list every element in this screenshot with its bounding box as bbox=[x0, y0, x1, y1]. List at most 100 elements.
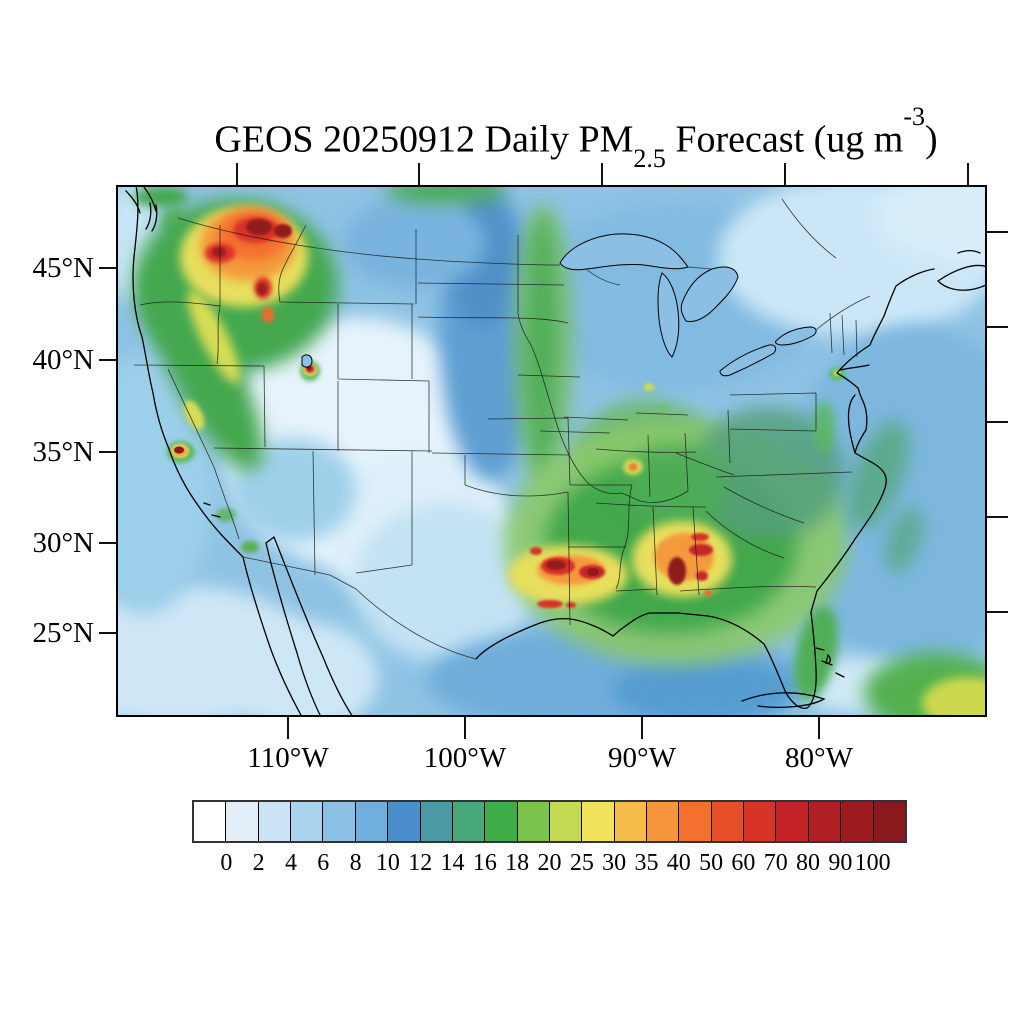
nw-band-yellow bbox=[187, 290, 241, 384]
right-tick bbox=[987, 516, 1008, 518]
texas-red-3 bbox=[530, 547, 542, 555]
figure-title: GEOS 20250912 Daily PM2.5 Forecast (ug m… bbox=[96, 102, 1024, 176]
california-darkred bbox=[174, 446, 184, 454]
chesapeake-green bbox=[814, 401, 834, 453]
colorbar-cell bbox=[291, 802, 324, 841]
lon-tick-label: 100°W bbox=[423, 742, 507, 774]
colorbar-level-label: 2 bbox=[252, 850, 265, 876]
colorbar-cell bbox=[582, 802, 615, 841]
wa-border-green bbox=[133, 187, 189, 207]
colorbar-level-label: 100 bbox=[854, 850, 891, 876]
nw-smoke-darkred-1 bbox=[246, 219, 272, 235]
colorbar-level-label: 35 bbox=[634, 850, 659, 876]
title-subscript: 2.5 bbox=[633, 144, 666, 174]
colorbar-cell bbox=[485, 802, 518, 841]
right-tick bbox=[987, 611, 1008, 613]
ms-al-darkred bbox=[668, 557, 686, 585]
canada-ne-pale bbox=[876, 185, 987, 263]
right-tick bbox=[987, 421, 1008, 423]
ms-al-red-1 bbox=[689, 544, 713, 556]
gulf-deep-blue bbox=[612, 658, 796, 717]
colorbar-level-label: 8 bbox=[349, 850, 362, 876]
imperial-valley-green bbox=[241, 541, 259, 553]
lat-tick bbox=[99, 632, 116, 634]
colorbar-cell bbox=[744, 802, 777, 841]
colorbar-level-label: 70 bbox=[763, 850, 788, 876]
nw-smoke-darkred-3 bbox=[212, 247, 226, 257]
ms-al-red-2 bbox=[696, 571, 708, 581]
right-tick bbox=[987, 326, 1008, 328]
lat-tick bbox=[99, 267, 116, 269]
lat-tick bbox=[99, 359, 116, 361]
nw-band-yellow-2 bbox=[183, 400, 205, 430]
atlantic-green-2 bbox=[885, 507, 923, 573]
colorbar-level-label: 30 bbox=[602, 850, 627, 876]
colorbar-cell bbox=[549, 802, 583, 841]
ohio-valley-green bbox=[624, 443, 728, 527]
forecast-map bbox=[116, 185, 987, 717]
colorbar-cell bbox=[388, 802, 421, 841]
lon-tick-label: 110°W bbox=[247, 742, 329, 774]
lat-tick bbox=[99, 451, 116, 453]
socal-blue bbox=[232, 438, 356, 542]
colorbar-cell bbox=[776, 802, 809, 841]
texas-la-red-dot bbox=[566, 602, 576, 608]
texas-light bbox=[354, 503, 538, 663]
ms-al-red-top bbox=[691, 533, 709, 541]
colorbar-level-label: 80 bbox=[796, 850, 821, 876]
lon-tick-label: 90°W bbox=[608, 742, 676, 774]
map-frame bbox=[116, 185, 987, 717]
lat-tick-label: 35°N bbox=[32, 436, 94, 468]
colorbar-cell bbox=[647, 802, 680, 841]
florida-green bbox=[794, 605, 838, 701]
colorbar-cell bbox=[355, 802, 389, 841]
colorbar-cell bbox=[517, 802, 550, 841]
chicago-green-dot bbox=[657, 404, 665, 410]
geography bbox=[125, 185, 987, 717]
colorbar-level-label: 0 bbox=[220, 850, 233, 876]
texas-la-red-bar bbox=[537, 600, 563, 608]
lon-tick bbox=[287, 717, 289, 739]
nw-smoke-band-green bbox=[145, 269, 263, 471]
lat-tick-label: 45°N bbox=[32, 252, 94, 284]
colorbar-level-label: 90 bbox=[828, 850, 853, 876]
title-superscript: -3 bbox=[903, 102, 926, 131]
colorbar-cell bbox=[452, 802, 486, 841]
illinois-orange bbox=[628, 463, 638, 471]
colorbar-level-label: 40 bbox=[666, 850, 691, 876]
texas-la-darkred-1 bbox=[546, 560, 566, 570]
lat-tick-label: 40°N bbox=[32, 344, 94, 376]
montana-east-blue bbox=[342, 197, 486, 289]
colorbar-cell bbox=[808, 802, 842, 841]
nw-smoke-orange-s bbox=[262, 307, 274, 323]
colorbar-level-label: 50 bbox=[699, 850, 724, 876]
lat-tick-label: 30°N bbox=[32, 527, 94, 559]
colorbar-level-label: 25 bbox=[569, 850, 594, 876]
state-borders bbox=[133, 198, 871, 660]
colorbar-level-label: 18 bbox=[505, 850, 530, 876]
lon-tick bbox=[464, 717, 466, 739]
colorbar-level-label: 10 bbox=[375, 850, 400, 876]
colorbar-cell bbox=[614, 802, 648, 841]
ms-al-orange-dot bbox=[704, 590, 712, 596]
colorbar-level-label: 4 bbox=[284, 850, 297, 876]
plains-green-band bbox=[527, 213, 557, 477]
title-middle: Forecast (ug m bbox=[665, 118, 904, 161]
colorbar-cell bbox=[679, 802, 712, 841]
colorbar-cell bbox=[873, 802, 905, 841]
colorbar-labels: 0 2 4 6 8 10 12 14 16 18 20 25 30 35 40 50 60 70 80 90 100 bbox=[192, 850, 907, 880]
atlantic-green-1 bbox=[846, 420, 910, 530]
colorbar-cell bbox=[323, 802, 356, 841]
lat-tick bbox=[99, 542, 116, 544]
lon-tick-label: 80°W bbox=[785, 742, 853, 774]
colorbar-level-label: 20 bbox=[537, 850, 562, 876]
nw-smoke-darkred-2 bbox=[274, 224, 292, 238]
coastline bbox=[125, 185, 987, 717]
colorbar-level-label: 16 bbox=[472, 850, 497, 876]
colorbar-level-label: 6 bbox=[317, 850, 330, 876]
colorbar-cell bbox=[420, 802, 453, 841]
pm25-field bbox=[116, 185, 987, 717]
colorbar-cell bbox=[258, 802, 292, 841]
lon-tick bbox=[818, 717, 820, 739]
